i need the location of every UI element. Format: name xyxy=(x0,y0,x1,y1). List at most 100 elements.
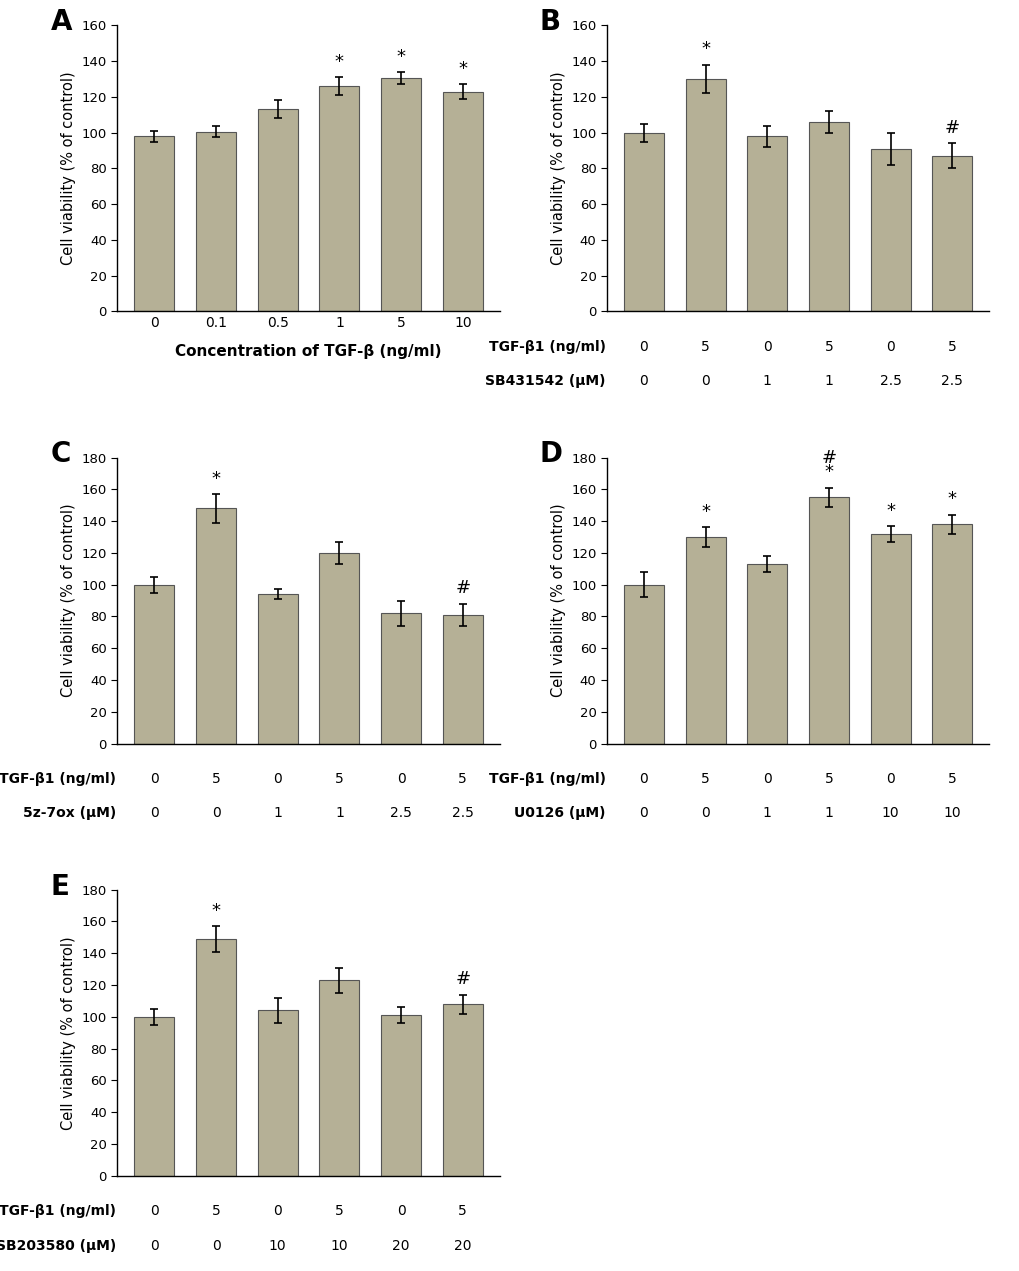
Bar xyxy=(931,524,971,744)
Bar xyxy=(870,149,910,311)
Text: #: # xyxy=(820,449,836,468)
Text: 0: 0 xyxy=(150,1238,159,1253)
Text: 5: 5 xyxy=(947,339,956,355)
Text: 5: 5 xyxy=(334,773,343,787)
Text: U0126 (μM): U0126 (μM) xyxy=(514,807,605,821)
Text: *: * xyxy=(211,902,220,920)
Text: *: * xyxy=(947,491,956,508)
Text: 2.5: 2.5 xyxy=(941,374,962,389)
Bar xyxy=(135,585,174,744)
Text: 5: 5 xyxy=(700,339,709,355)
Text: 0: 0 xyxy=(639,374,648,389)
Y-axis label: Cell viability (% of control): Cell viability (% of control) xyxy=(550,71,565,266)
Bar xyxy=(319,553,359,744)
Bar xyxy=(685,79,725,311)
Text: 10: 10 xyxy=(330,1238,347,1253)
Text: 5: 5 xyxy=(211,1205,220,1219)
Text: 0: 0 xyxy=(150,773,159,787)
Text: SB203580 (μM): SB203580 (μM) xyxy=(0,1238,116,1253)
Text: 0: 0 xyxy=(396,773,406,787)
Text: 0: 0 xyxy=(211,1238,220,1253)
Text: SB431542 (μM): SB431542 (μM) xyxy=(485,374,605,389)
Text: 0: 0 xyxy=(886,773,895,787)
Text: 10: 10 xyxy=(943,807,960,821)
Text: 1: 1 xyxy=(273,807,282,821)
Bar xyxy=(196,132,235,311)
Text: 0: 0 xyxy=(762,773,771,787)
Text: 0: 0 xyxy=(639,807,648,821)
Bar xyxy=(319,86,359,311)
Text: B: B xyxy=(539,9,560,37)
Text: *: * xyxy=(396,47,406,66)
Text: 1: 1 xyxy=(823,374,833,389)
Text: 5: 5 xyxy=(458,1205,467,1219)
Text: *: * xyxy=(700,503,709,521)
Bar xyxy=(196,508,235,744)
Text: 5: 5 xyxy=(823,339,833,355)
Text: 5z-7ox (μM): 5z-7ox (μM) xyxy=(22,807,116,821)
Text: E: E xyxy=(50,872,69,901)
Bar xyxy=(258,1010,298,1176)
Text: 0: 0 xyxy=(700,374,709,389)
Text: *: * xyxy=(823,464,833,482)
Text: 0: 0 xyxy=(273,1205,282,1219)
X-axis label: Concentration of TGF-β (ng/ml): Concentration of TGF-β (ng/ml) xyxy=(175,344,441,360)
Text: *: * xyxy=(458,60,467,78)
Bar xyxy=(442,92,482,311)
Bar xyxy=(747,564,787,744)
Bar xyxy=(808,497,848,744)
Text: 0: 0 xyxy=(273,773,282,787)
Bar xyxy=(870,534,910,744)
Y-axis label: Cell viability (% of control): Cell viability (% of control) xyxy=(61,503,75,698)
Text: 5: 5 xyxy=(700,773,709,787)
Text: D: D xyxy=(539,440,562,469)
Text: 5: 5 xyxy=(458,773,467,787)
Bar xyxy=(624,132,663,311)
Text: 0: 0 xyxy=(150,1205,159,1219)
Y-axis label: Cell viability (% of control): Cell viability (% of control) xyxy=(61,935,75,1130)
Text: 1: 1 xyxy=(334,807,343,821)
Bar xyxy=(442,615,482,744)
Bar xyxy=(808,122,848,311)
Text: 5: 5 xyxy=(947,773,956,787)
Text: 2.5: 2.5 xyxy=(879,374,901,389)
Bar xyxy=(747,136,787,311)
Text: TGF-β1 (ng/ml): TGF-β1 (ng/ml) xyxy=(488,339,605,355)
Text: 2.5: 2.5 xyxy=(390,807,412,821)
Bar xyxy=(685,536,725,744)
Text: 5: 5 xyxy=(211,773,220,787)
Text: A: A xyxy=(50,9,71,37)
Text: 0: 0 xyxy=(886,339,895,355)
Text: *: * xyxy=(334,53,343,71)
Text: 10: 10 xyxy=(269,1238,286,1253)
Bar xyxy=(381,1016,421,1176)
Text: C: C xyxy=(50,440,70,469)
Text: *: * xyxy=(700,41,709,58)
Text: TGF-β1 (ng/ml): TGF-β1 (ng/ml) xyxy=(0,773,116,787)
Text: *: * xyxy=(211,470,220,488)
Text: 20: 20 xyxy=(453,1238,471,1253)
Text: #: # xyxy=(454,970,470,989)
Text: 5: 5 xyxy=(823,773,833,787)
Text: *: * xyxy=(886,502,895,520)
Text: #: # xyxy=(454,580,470,597)
Y-axis label: Cell viability (% of control): Cell viability (% of control) xyxy=(61,71,75,266)
Bar xyxy=(624,585,663,744)
Bar xyxy=(319,980,359,1176)
Bar xyxy=(196,939,235,1176)
Text: 0: 0 xyxy=(639,339,648,355)
Bar xyxy=(135,136,174,311)
Text: TGF-β1 (ng/ml): TGF-β1 (ng/ml) xyxy=(0,1205,116,1219)
Bar xyxy=(258,109,298,311)
Text: 2.5: 2.5 xyxy=(451,807,473,821)
Bar xyxy=(258,595,298,744)
Text: 0: 0 xyxy=(150,807,159,821)
Bar xyxy=(381,614,421,744)
Y-axis label: Cell viability (% of control): Cell viability (% of control) xyxy=(550,503,565,698)
Text: 20: 20 xyxy=(392,1238,410,1253)
Bar xyxy=(442,1004,482,1176)
Bar xyxy=(381,78,421,311)
Text: #: # xyxy=(944,119,959,137)
Text: 1: 1 xyxy=(762,807,771,821)
Text: 0: 0 xyxy=(762,339,771,355)
